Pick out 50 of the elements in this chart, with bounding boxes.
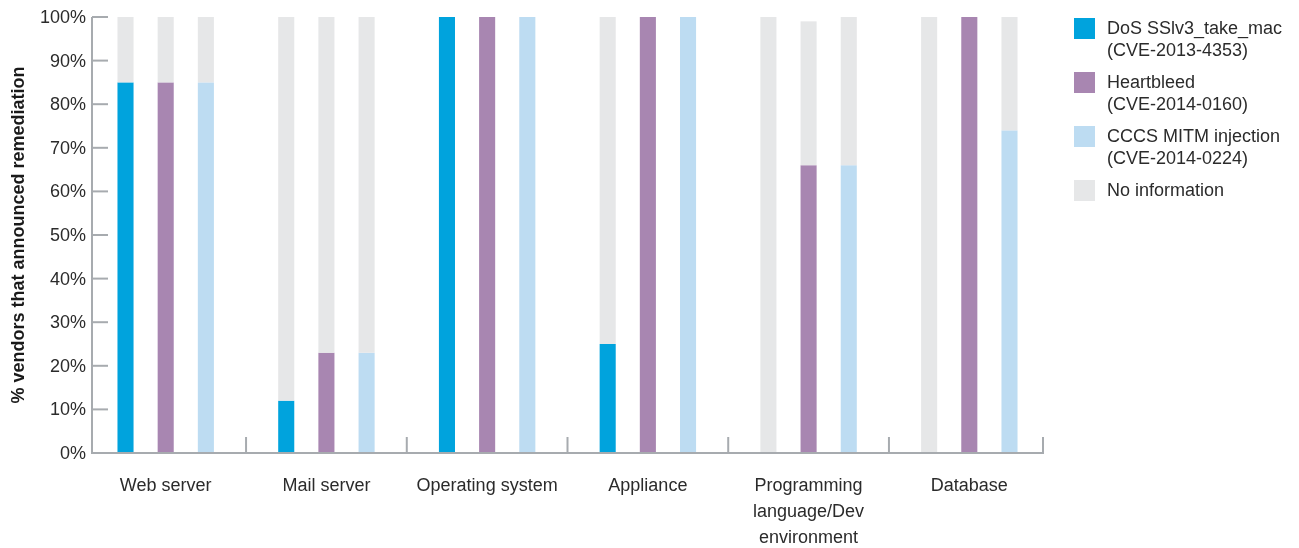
bar [1001, 130, 1018, 453]
bar [117, 17, 134, 83]
y-tick-label: 40% [49, 268, 86, 289]
bar [197, 17, 214, 83]
y-tick-label: 60% [49, 181, 86, 202]
bar [599, 344, 616, 453]
x-tick-label: Operating system [416, 475, 558, 495]
x-tick-label: Programming language/Dev environment [753, 475, 865, 547]
bar [318, 17, 335, 353]
y-tick-label: 80% [49, 94, 86, 115]
bar [519, 17, 536, 453]
bar [680, 17, 697, 453]
bar [438, 17, 455, 453]
bar [961, 17, 978, 453]
bar [117, 82, 134, 453]
y-tick-label: 30% [49, 312, 86, 333]
legend-label: CCCS MITM injection (CVE-2014-0224) [1107, 126, 1281, 168]
x-tick-label: Web server [119, 475, 212, 495]
bar [197, 82, 214, 453]
bar [157, 17, 174, 83]
bar [599, 17, 616, 344]
x-tick-label: Mail server [282, 475, 371, 495]
bar [278, 400, 295, 453]
bar [840, 17, 857, 166]
legend-label: Heartbleed (CVE-2014-0160) [1107, 72, 1249, 114]
bar [157, 82, 174, 453]
y-tick-label: 0% [59, 443, 86, 463]
bar [278, 17, 295, 401]
bar [800, 21, 817, 166]
bar [921, 17, 938, 453]
bar [639, 17, 656, 453]
bar [1001, 17, 1018, 131]
y-tick-label: 90% [49, 50, 86, 71]
y-tick-label: 100% [39, 7, 86, 27]
legend-label: DoS SSlv3_take_mac (CVE-2013-4353) [1107, 18, 1283, 60]
x-tick-label: Appliance [608, 475, 688, 495]
bar [760, 17, 777, 453]
y-axis-title: % vendors that announced remediation [8, 66, 28, 404]
legend-label: No information [1107, 180, 1225, 200]
bar [479, 17, 496, 453]
bar [358, 17, 375, 353]
y-tick-label: 20% [49, 355, 86, 376]
y-tick-label: 10% [49, 399, 86, 420]
bar [318, 352, 335, 453]
bar [840, 165, 857, 453]
bar [800, 165, 817, 453]
bar [358, 352, 375, 453]
y-tick-label: 50% [49, 225, 86, 245]
y-tick-label: 70% [49, 137, 86, 158]
x-tick-label: Database [930, 475, 1008, 495]
